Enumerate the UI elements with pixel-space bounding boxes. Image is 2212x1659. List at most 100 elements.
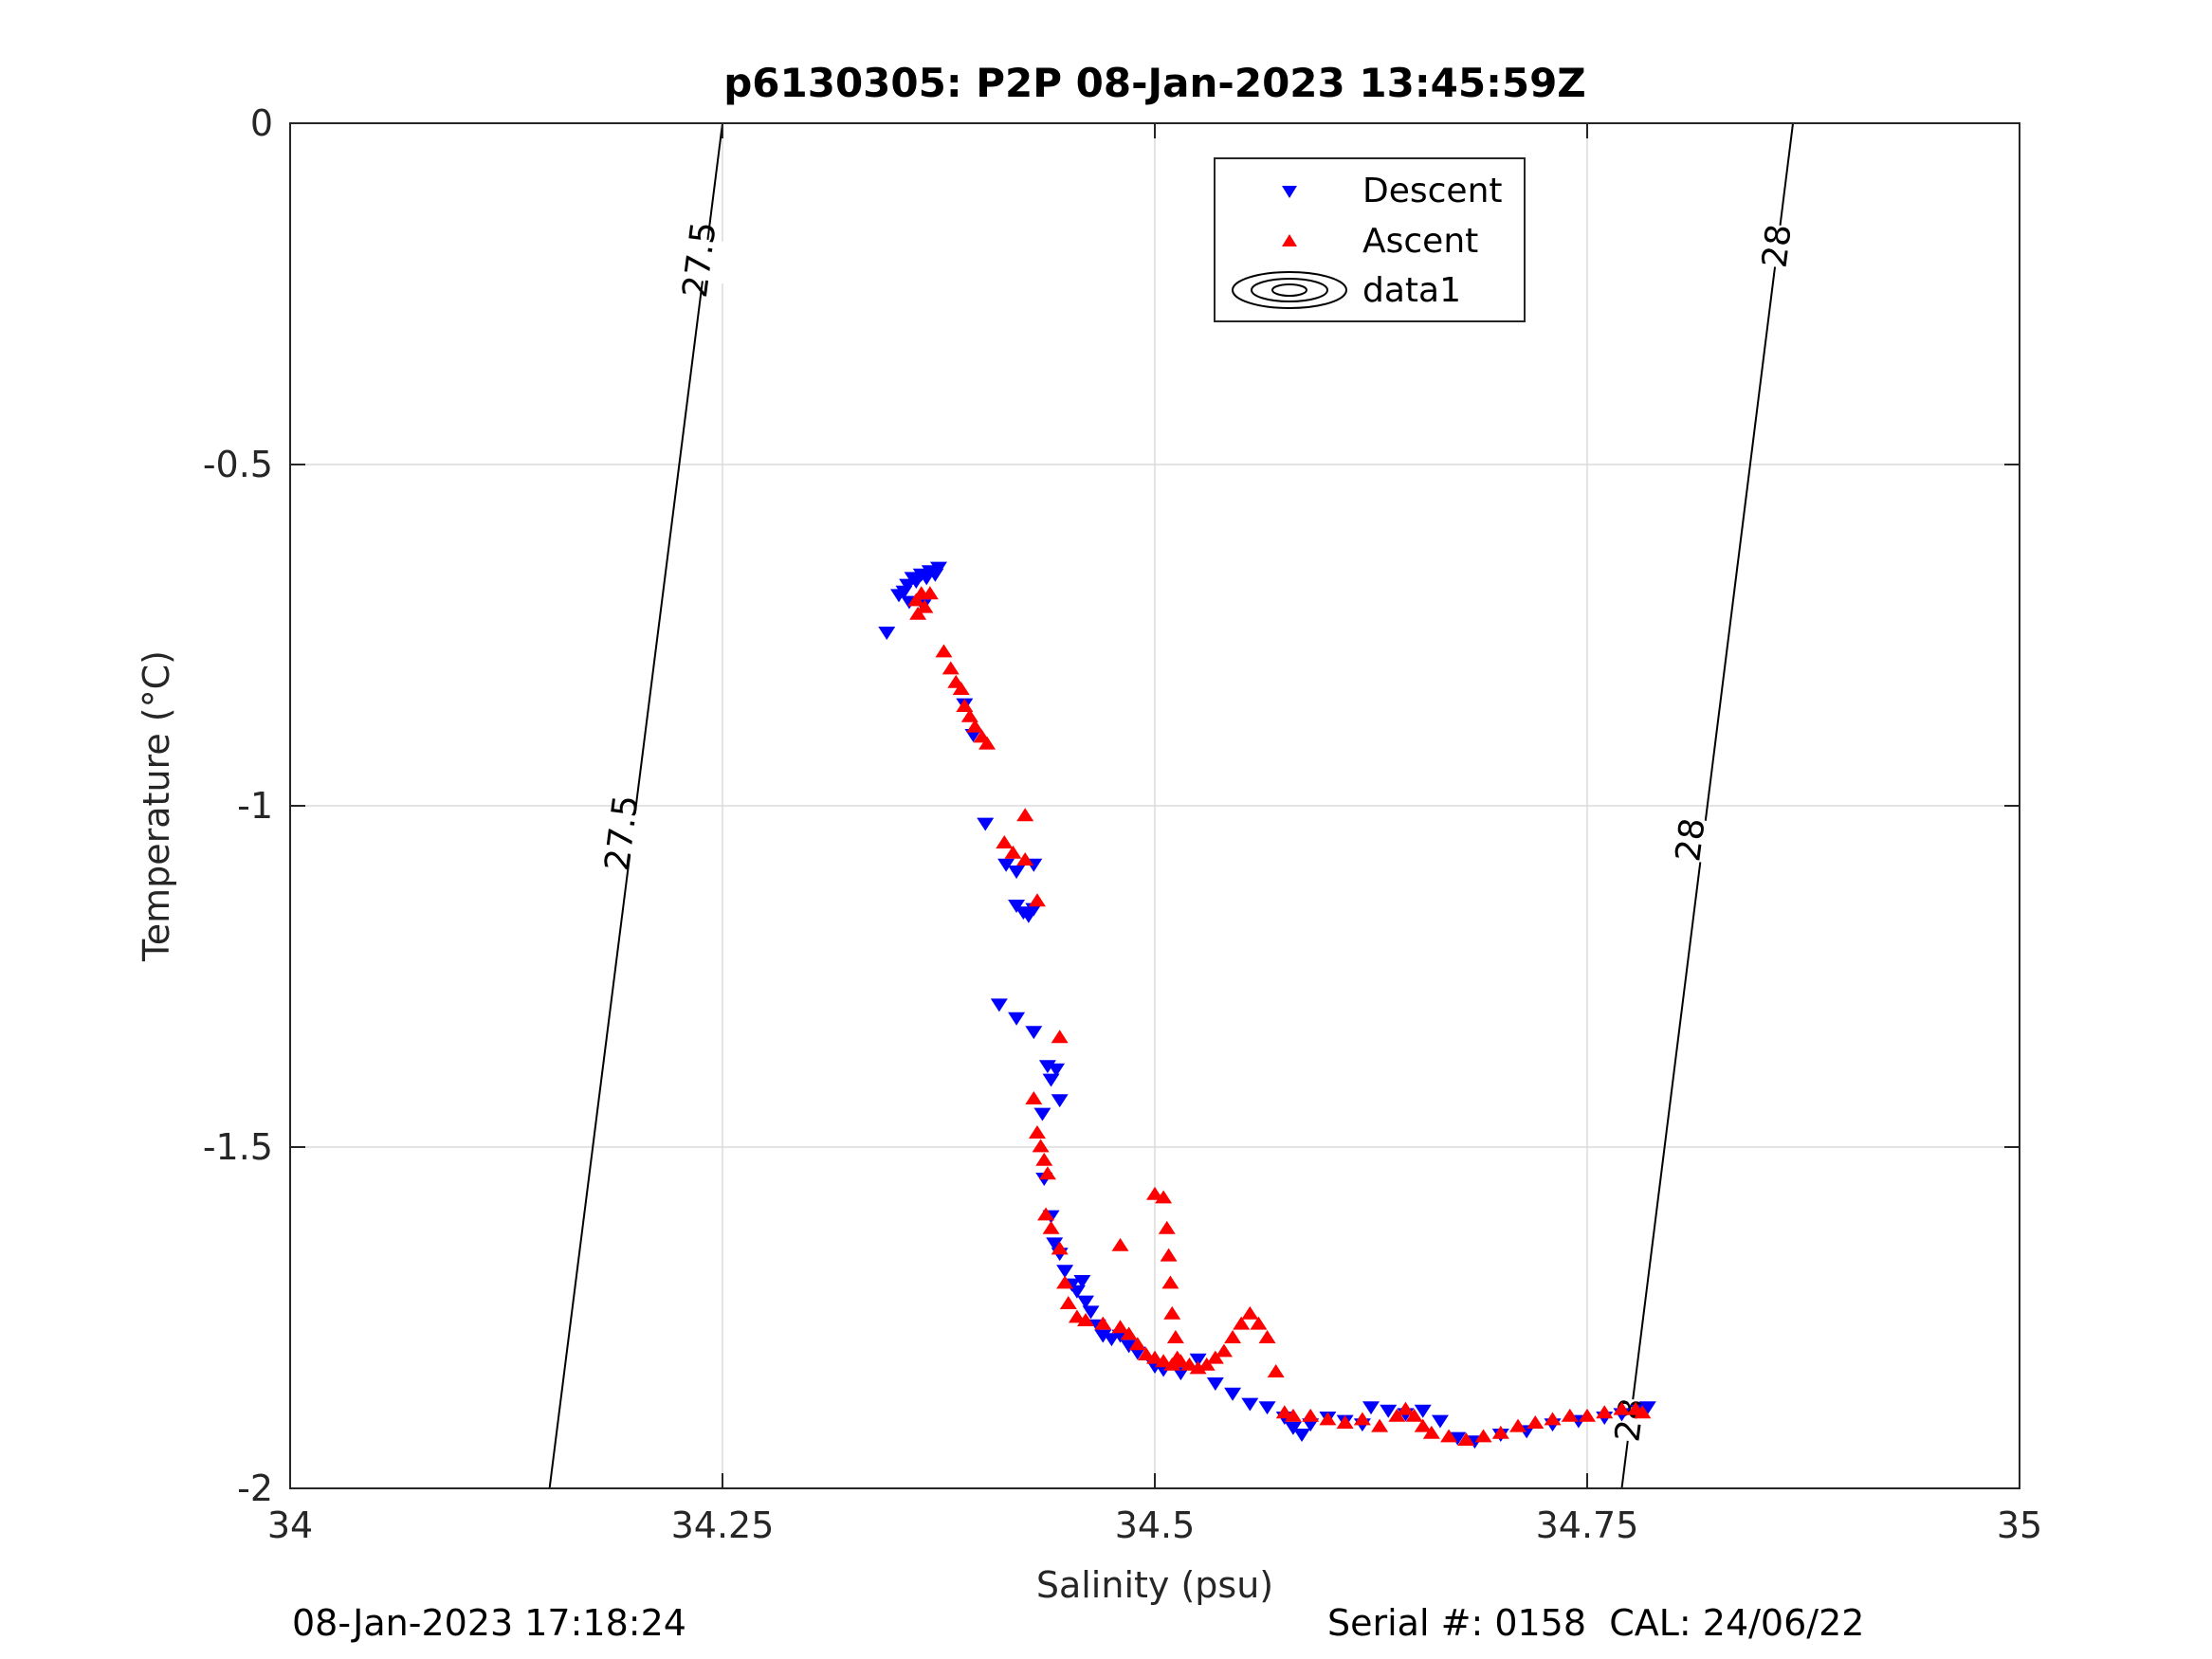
legend-ascent-label: Ascent (1362, 222, 1478, 261)
ascent-point (1509, 1418, 1527, 1432)
descent-point (997, 858, 1015, 872)
descent-point (1033, 1107, 1051, 1121)
ascent-point (1397, 1401, 1415, 1415)
ascent-point (1016, 808, 1034, 822)
descent-point (1046, 1237, 1064, 1251)
descent-point (1284, 1421, 1302, 1435)
ascent-point (921, 586, 939, 600)
footer-timestamp: 08-Jan-2023 17:18:24 (292, 1602, 686, 1644)
descent-point (1241, 1397, 1259, 1412)
descent-point (1077, 1295, 1095, 1309)
descent-point (1073, 1275, 1091, 1288)
contour-label: 28 (1755, 222, 1799, 270)
ascent-point (1137, 1347, 1155, 1360)
ascent-point (966, 719, 984, 733)
ascent-point (1284, 1408, 1302, 1422)
x-tick-label: 35 (1997, 1504, 2042, 1546)
x-axis-ticks: 34 34.25 34.5 34.75 35 (267, 123, 2042, 1546)
ascent-point (941, 661, 960, 675)
ascent-point (1120, 1326, 1138, 1340)
ascent-point (1241, 1305, 1259, 1320)
ascent-point (907, 592, 925, 607)
x-tick-label: 34.75 (1536, 1504, 1639, 1546)
descent-point (1362, 1401, 1380, 1415)
contour-line (548, 122, 723, 1489)
ascent-point (1051, 1030, 1069, 1044)
ascent-point (1215, 1343, 1233, 1358)
y-tick-label: -0.5 (203, 444, 273, 485)
legend: Descent Ascent data1 (1214, 157, 1526, 322)
ascent-point (1146, 1350, 1163, 1364)
ascent-point (1163, 1357, 1181, 1371)
y-axis-ticks: 0 -0.5 -1 -1.5 -2 (203, 102, 2020, 1509)
ascent-point (1155, 1354, 1173, 1368)
ascent-point (996, 835, 1014, 848)
contour-label: 27.5 (598, 793, 647, 873)
descent-point (1025, 1026, 1043, 1040)
descent-point (1038, 1060, 1056, 1074)
ascent-point (952, 682, 970, 695)
legend-data1-label: data1 (1362, 271, 1461, 310)
contour-label: 27.5 (676, 220, 724, 301)
ascent-point (1077, 1313, 1095, 1326)
descent-point (1258, 1401, 1276, 1415)
contour-label-mask (1735, 220, 1820, 272)
ascent-point (1353, 1412, 1371, 1426)
ascent-point (1634, 1405, 1652, 1419)
ascent-point (1128, 1337, 1146, 1351)
descent-point (1638, 1401, 1656, 1415)
descent-point (1042, 1073, 1060, 1087)
descent-point (1224, 1387, 1242, 1401)
descent-point (1048, 1063, 1066, 1077)
y-axis-label: Temperature (°C) (136, 650, 177, 962)
ascent-point (1037, 1207, 1055, 1221)
descent-point (1051, 1094, 1069, 1108)
ascent-point (960, 708, 978, 722)
ascent-point (956, 699, 974, 712)
ascent-point (1016, 852, 1034, 866)
ascent-point (1250, 1316, 1268, 1330)
ascent-point (1042, 1220, 1060, 1234)
ascent-point (1111, 1320, 1129, 1334)
ascent-point (1189, 1360, 1207, 1375)
descent-point (1449, 1431, 1467, 1446)
ascent-point (1526, 1415, 1545, 1429)
ascent-point (1544, 1412, 1562, 1426)
contour-label-mask (657, 233, 742, 286)
ascent-point (1233, 1316, 1251, 1330)
ascent-point (1158, 1220, 1176, 1234)
ascent-point (1028, 1125, 1046, 1139)
ascent-point (1267, 1364, 1285, 1377)
ascent-point (1561, 1408, 1579, 1422)
ascent-point (1319, 1412, 1337, 1426)
ascent-point (909, 606, 927, 620)
x-axis-label: Salinity (psu) (1036, 1564, 1273, 1606)
ascent-series (907, 586, 1652, 1446)
ascent-point (1038, 1166, 1056, 1180)
descent-point (1008, 900, 1026, 913)
ascent-point (1059, 1296, 1077, 1309)
descent-point (1056, 1265, 1074, 1279)
ascent-point (1163, 1305, 1181, 1320)
contour-line (1620, 122, 1795, 1489)
descent-point (990, 998, 1008, 1012)
ascent-point (1491, 1425, 1509, 1439)
ascent-point (1035, 1152, 1053, 1166)
descent-point (1189, 1353, 1207, 1367)
ascent-point (978, 736, 996, 750)
legend-box (1214, 157, 1526, 322)
ascent-point (1422, 1425, 1440, 1439)
ascent-point (1155, 1190, 1173, 1204)
ascent-point (1414, 1418, 1432, 1432)
ascent-point (1440, 1429, 1458, 1443)
descent-point (1103, 1333, 1121, 1347)
contour-label-mask (579, 807, 665, 859)
ascent-point (1111, 1237, 1129, 1251)
x-tick-label: 34.5 (1115, 1504, 1196, 1546)
y-tick-label: -2 (237, 1468, 273, 1509)
ascent-point (1094, 1316, 1112, 1330)
descent-point (1431, 1414, 1449, 1429)
ascent-point (1388, 1408, 1406, 1422)
